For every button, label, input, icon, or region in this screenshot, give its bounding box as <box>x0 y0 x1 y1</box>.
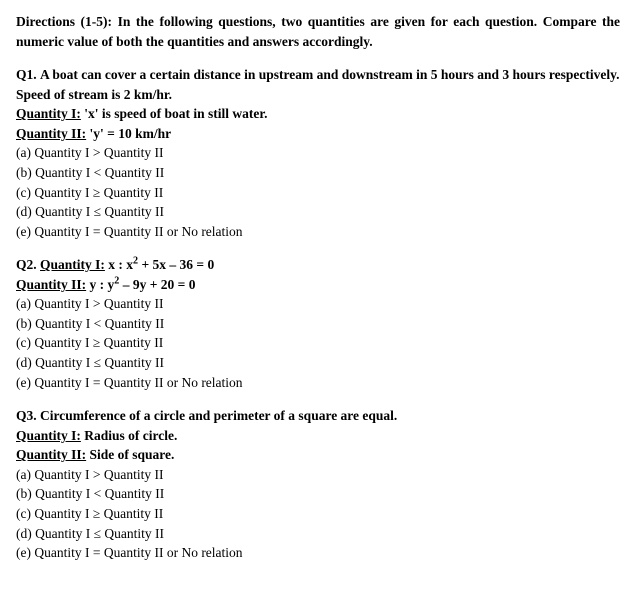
q1-stem: Q1. A boat can cover a certain distance … <box>16 65 620 104</box>
q2-qty2-mid: – 9y + 20 = 0 <box>119 277 195 292</box>
q1-quantity-2: Quantity II: 'y' = 10 km/hr <box>16 124 620 144</box>
q3-quantity-1: Quantity I: Radius of circle. <box>16 426 620 446</box>
q1-option-a: (a) Quantity I > Quantity II <box>16 143 620 163</box>
q3-number: Q3. <box>16 408 37 423</box>
directions-text: Directions (1-5): In the following quest… <box>16 12 620 51</box>
q1-number: Q1. <box>16 67 37 82</box>
q1-option-c: (c) Quantity I ≥ Quantity II <box>16 183 620 203</box>
q1-qty2-label: Quantity II: <box>16 126 86 141</box>
q2-option-b: (b) Quantity I < Quantity II <box>16 314 620 334</box>
q3-qty2-label: Quantity II: <box>16 447 86 462</box>
q1-quantity-1: Quantity I: 'x' is speed of boat in stil… <box>16 104 620 124</box>
q2-option-d: (d) Quantity I ≤ Quantity II <box>16 353 620 373</box>
q3-stem: Q3. Circumference of a circle and perime… <box>16 406 620 426</box>
q3-qty1-text: Radius of circle. <box>81 428 178 443</box>
q2-qty2-label: Quantity II: <box>16 277 86 292</box>
q1-qty2-text: 'y' = 10 km/hr <box>86 126 171 141</box>
q3-quantity-2: Quantity II: Side of square. <box>16 445 620 465</box>
q3-qty2-text: Side of square. <box>86 447 174 462</box>
q3-stem-text: Circumference of a circle and perimeter … <box>40 408 397 423</box>
q3-option-b: (b) Quantity I < Quantity II <box>16 484 620 504</box>
q2-qty1-prefix: x : x <box>105 257 133 272</box>
q2-qty1-label: Quantity I: <box>40 257 105 272</box>
q3-option-c: (c) Quantity I ≥ Quantity II <box>16 504 620 524</box>
q2-number: Q2. <box>16 257 37 272</box>
q3-qty1-label: Quantity I: <box>16 428 81 443</box>
q3-option-d: (d) Quantity I ≤ Quantity II <box>16 524 620 544</box>
q2-qty2-prefix: y : y <box>86 277 114 292</box>
q1-option-e: (e) Quantity I = Quantity II or No relat… <box>16 222 620 242</box>
question-1: Q1. A boat can cover a certain distance … <box>16 65 620 241</box>
q1-option-d: (d) Quantity I ≤ Quantity II <box>16 202 620 222</box>
q2-option-c: (c) Quantity I ≥ Quantity II <box>16 333 620 353</box>
q2-quantity-2-line: Quantity II: y : y2 – 9y + 20 = 0 <box>16 275 620 295</box>
q3-option-e: (e) Quantity I = Quantity II or No relat… <box>16 543 620 563</box>
question-2: Q2. Quantity I: x : x2 + 5x – 36 = 0 Qua… <box>16 255 620 392</box>
q2-quantity-1-line: Q2. Quantity I: x : x2 + 5x – 36 = 0 <box>16 255 620 275</box>
q3-option-a: (a) Quantity I > Quantity II <box>16 465 620 485</box>
q2-option-a: (a) Quantity I > Quantity II <box>16 294 620 314</box>
q2-qty1-mid: + 5x – 36 = 0 <box>138 257 214 272</box>
q2-option-e: (e) Quantity I = Quantity II or No relat… <box>16 373 620 393</box>
q1-qty1-text: 'x' is speed of boat in still water. <box>81 106 268 121</box>
q1-option-b: (b) Quantity I < Quantity II <box>16 163 620 183</box>
q1-qty1-label: Quantity I: <box>16 106 81 121</box>
q1-stem-text: A boat can cover a certain distance in u… <box>16 67 620 102</box>
question-3: Q3. Circumference of a circle and perime… <box>16 406 620 563</box>
